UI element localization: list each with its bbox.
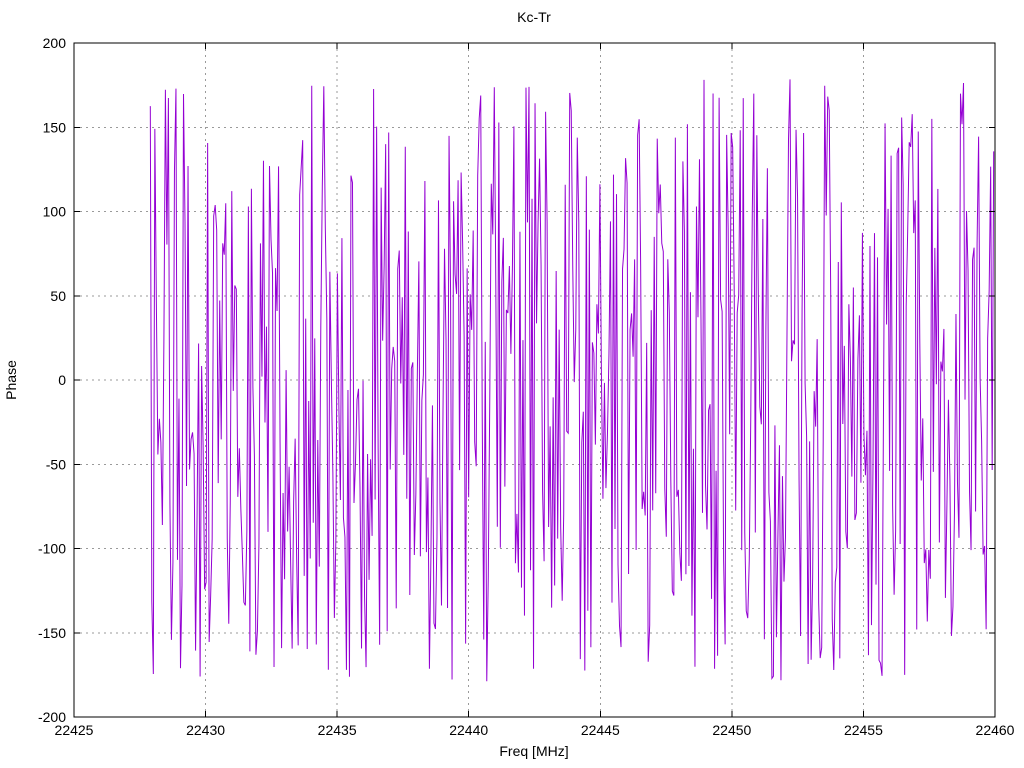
y-tick-label: 150: [43, 119, 67, 135]
x-tick-label: 22450: [712, 722, 751, 738]
x-tick-label: 22430: [186, 722, 225, 738]
x-tick-label: 22435: [318, 722, 357, 738]
x-tick-label: 22455: [844, 722, 883, 738]
x-tick-label: 22445: [581, 722, 620, 738]
y-tick-label: 50: [50, 288, 66, 304]
phase-trace: [149, 79, 995, 682]
x-tick-label: 22440: [449, 722, 488, 738]
axis-ticks: [73, 42, 996, 718]
x-tick-label: 22460: [976, 722, 1015, 738]
y-tick-label: -150: [38, 625, 66, 641]
axis-tick-labels: 22425 22430 22435 22440 22445 22450 22455 22460…: [38, 35, 1015, 738]
y-tick-label: -100: [38, 541, 66, 557]
y-tick-label: -50: [46, 456, 66, 472]
y-tick-label: -200: [38, 709, 66, 725]
y-tick-label: 200: [43, 35, 67, 51]
x-tick-label: 22425: [55, 722, 94, 738]
chart-title: Kc-Tr: [517, 9, 551, 25]
x-axis-label: Freq [MHz]: [499, 743, 568, 759]
phase-trace-line: [149, 79, 995, 682]
y-tick-label: 0: [58, 372, 66, 388]
y-tick-label: 100: [43, 204, 67, 220]
y-axis-label: Phase: [3, 360, 19, 400]
